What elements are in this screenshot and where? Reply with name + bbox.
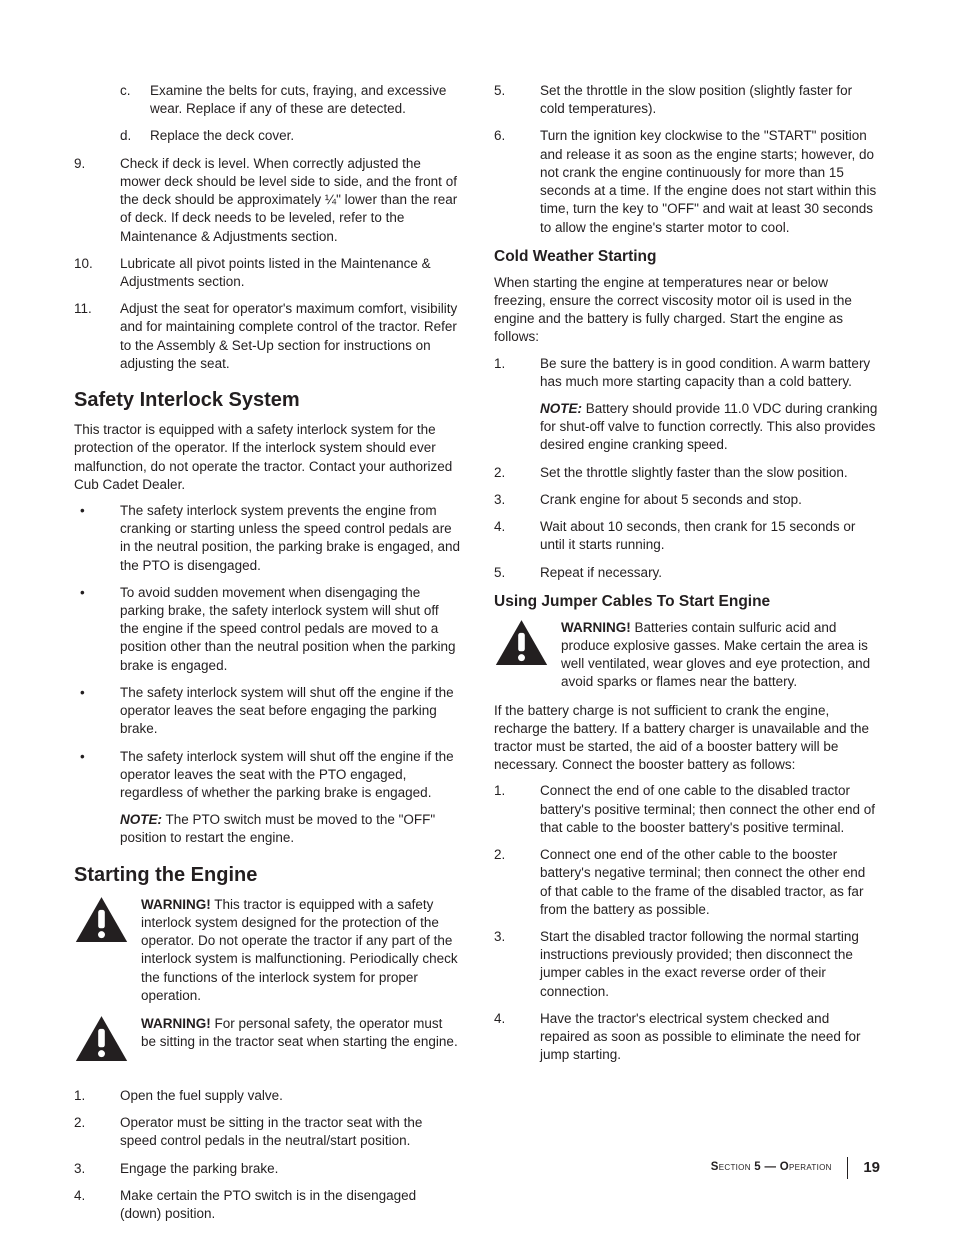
right-column: 5. Set the throttle in the slow position… (494, 82, 880, 1232)
list-sub-item: c. Examine the belts for cuts, fraying, … (74, 82, 460, 118)
list-item: 3. Crank engine for about 5 seconds and … (494, 491, 880, 509)
footer-section-label: Section 5 — Operation (711, 1160, 832, 1176)
bullet-item: • The safety interlock system will shut … (74, 684, 460, 739)
bullet-item: • The safety interlock system will shut … (74, 748, 460, 803)
warning-triangle-icon (494, 619, 549, 667)
list-item: 1. Be sure the battery is in good condit… (494, 355, 880, 455)
heading-safety-interlock: Safety Interlock System (74, 387, 460, 414)
warning-block: WARNING! Batteries contain sulfuric acid… (494, 619, 880, 692)
bullet-item: • To avoid sudden movement when disengag… (74, 584, 460, 675)
left-column: c. Examine the belts for cuts, fraying, … (74, 82, 460, 1232)
heading-jumper-cables: Using Jumper Cables To Start Engine (494, 592, 880, 613)
list-item: 3. Start the disabled tractor following … (494, 928, 880, 1001)
list-item: 10. Lubricate all pivot points listed in… (74, 255, 460, 291)
list-item: 6. Turn the ignition key clockwise to th… (494, 127, 880, 236)
page-footer: Section 5 — Operation 19 (711, 1157, 880, 1179)
warning-block: WARNING! This tractor is equipped with a… (74, 896, 460, 1005)
list-item: 4. Have the tractor's electrical system … (494, 1010, 880, 1065)
footer-divider (847, 1157, 849, 1179)
list-item: 5. Repeat if necessary. (494, 564, 880, 582)
paragraph: This tractor is equipped with a safety i… (74, 421, 460, 494)
list-item: 5. Set the throttle in the slow position… (494, 82, 880, 118)
list-item: 2. Connect one end of the other cable to… (494, 846, 880, 919)
list-item: 4. Wait about 10 seconds, then crank for… (494, 518, 880, 554)
note: NOTE: The PTO switch must be moved to th… (74, 811, 460, 847)
list-item: 2. Operator must be sitting in the tract… (74, 1114, 460, 1150)
bullet-item: • The safety interlock system prevents t… (74, 502, 460, 575)
list-item: 2. Set the throttle slightly faster than… (494, 464, 880, 482)
warning-triangle-icon (74, 1015, 129, 1063)
list-item: 1. Open the fuel supply valve. (74, 1087, 460, 1105)
list-item: 3. Engage the parking brake. (74, 1160, 460, 1178)
heading-cold-weather: Cold Weather Starting (494, 247, 880, 268)
list-item: 4. Make certain the PTO switch is in the… (74, 1187, 460, 1223)
warning-triangle-icon (74, 896, 129, 944)
list-item: 1. Connect the end of one cable to the d… (494, 782, 880, 837)
paragraph: If the battery charge is not sufficient … (494, 702, 880, 775)
list-sub-item: d. Replace the deck cover. (74, 127, 460, 145)
warning-block: WARNING! For personal safety, the operat… (74, 1015, 460, 1063)
list-item: 9. Check if deck is level. When correctl… (74, 155, 460, 246)
paragraph: When starting the engine at temperatures… (494, 274, 880, 347)
note: NOTE: Battery should provide 11.0 VDC du… (540, 400, 880, 455)
list-item: 11. Adjust the seat for operator's maxim… (74, 300, 460, 373)
two-column-layout: c. Examine the belts for cuts, fraying, … (74, 82, 880, 1232)
page-number: 19 (863, 1158, 880, 1178)
heading-starting-engine: Starting the Engine (74, 862, 460, 889)
